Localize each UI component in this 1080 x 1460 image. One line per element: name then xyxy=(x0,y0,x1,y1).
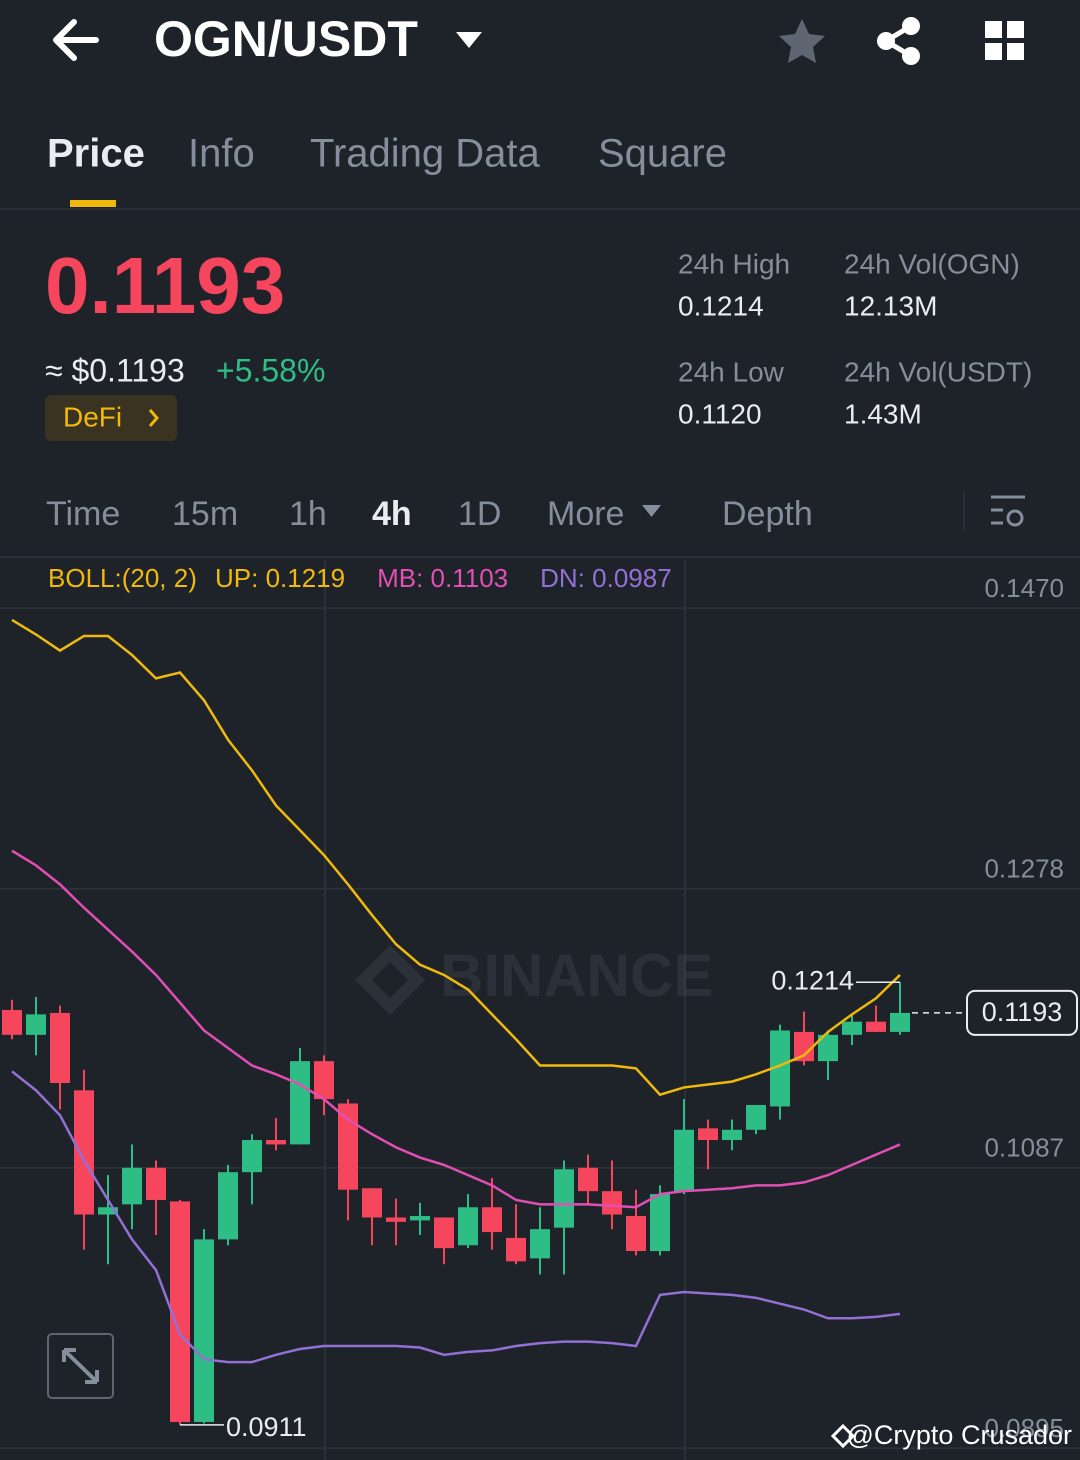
candle-body xyxy=(26,1014,46,1035)
legend-entry: DN: 0.0987 xyxy=(540,563,672,593)
candle-body xyxy=(434,1217,454,1249)
fullscreen-button[interactable] xyxy=(47,1333,114,1399)
usd-price: ≈ $0.1193 xyxy=(45,352,185,388)
chart-settings[interactable] xyxy=(991,495,1025,527)
credit: @Crypto Crusador xyxy=(847,1420,1072,1450)
y-tick-label: 0.1278 xyxy=(984,854,1064,884)
low-label: 0.0911 xyxy=(226,1412,307,1442)
pair-title[interactable]: OGN/USDT xyxy=(154,11,418,67)
candle-body xyxy=(650,1194,670,1252)
candle-body xyxy=(842,1021,862,1035)
candle-body xyxy=(554,1169,574,1228)
favorite-button[interactable] xyxy=(779,19,825,63)
tag-chevron xyxy=(148,409,159,427)
tab[interactable]: Trading Data xyxy=(310,132,541,176)
candle-body xyxy=(362,1188,382,1218)
candle-body xyxy=(410,1216,430,1221)
indicator-label: BOLL:(20, 2) xyxy=(48,563,197,593)
candle-body xyxy=(50,1012,70,1084)
high-label: 0.1214 xyxy=(771,965,854,995)
interval[interactable]: Depth xyxy=(722,495,813,533)
tag-chip[interactable] xyxy=(45,395,177,441)
stat-value: 12.13M xyxy=(844,290,937,321)
legend-entry: MB: 0.1103 xyxy=(377,563,508,593)
candle-body xyxy=(218,1172,238,1240)
layout-button[interactable] xyxy=(985,21,1024,60)
price-change: +5.58% xyxy=(216,352,325,388)
candle-body xyxy=(74,1090,94,1215)
interval[interactable]: Time xyxy=(46,495,120,533)
tab-indicator xyxy=(70,200,116,207)
watermark-text: BINANCE xyxy=(440,942,713,1009)
candle-body xyxy=(746,1104,766,1130)
candle-body xyxy=(530,1229,550,1259)
stat-label: 24h Low xyxy=(678,356,785,387)
candle-body xyxy=(866,1021,886,1032)
tab[interactable]: Price xyxy=(47,132,145,176)
tab[interactable]: Square xyxy=(598,132,727,176)
candle-body xyxy=(194,1239,214,1423)
candle-body xyxy=(770,1030,790,1107)
candle-body xyxy=(794,1031,814,1062)
candle-body xyxy=(482,1207,502,1233)
candle-body xyxy=(2,1010,22,1035)
candle-body xyxy=(242,1140,262,1173)
credit-logo xyxy=(830,1423,856,1449)
back-button[interactable] xyxy=(53,19,99,61)
candle-body xyxy=(458,1207,478,1246)
candle-body xyxy=(674,1129,694,1192)
candle-body xyxy=(506,1237,526,1262)
pair-dropdown[interactable] xyxy=(456,32,482,48)
y-tick-label: 0.1087 xyxy=(984,1133,1064,1163)
candle-body xyxy=(98,1207,118,1215)
stat-label: 24h Vol(USDT) xyxy=(844,356,1032,387)
candle-body xyxy=(122,1167,142,1205)
candle-body xyxy=(818,1034,838,1062)
candle-body xyxy=(698,1128,718,1141)
candle-body xyxy=(578,1167,598,1192)
watermark: BINANCE xyxy=(355,942,713,1015)
stat-label: 24h High xyxy=(678,248,790,279)
y-tick-label: 0.1470 xyxy=(984,573,1064,603)
candle-body xyxy=(314,1061,334,1100)
stat-label: 24h Vol(OGN) xyxy=(844,248,1020,279)
interval[interactable]: 1D xyxy=(458,495,501,533)
last-price: 0.1193 xyxy=(45,241,285,330)
candlestick-chart: 0.1470 0.1278 0.1087 0.0895 UP: 0.1219 MB: 0.… xyxy=(0,563,1080,1450)
last-price-box xyxy=(966,989,1078,1036)
interval[interactable]: More xyxy=(547,495,624,533)
candle-body xyxy=(290,1061,310,1145)
share-button[interactable] xyxy=(877,17,920,65)
more-dropdown[interactable] xyxy=(642,505,661,517)
legend-entry: UP: 0.1219 xyxy=(215,563,345,593)
candle-body xyxy=(338,1103,358,1190)
fullscreen-icon xyxy=(62,1348,99,1384)
interval[interactable]: 4h xyxy=(372,495,412,533)
candle-body xyxy=(170,1201,190,1423)
candle-body xyxy=(602,1191,622,1215)
stat-value: 0.1214 xyxy=(678,290,764,321)
tab[interactable]: Info xyxy=(188,132,255,176)
band-line xyxy=(11,849,901,1209)
candle-body xyxy=(722,1129,742,1141)
candle-body xyxy=(266,1140,286,1145)
band-line xyxy=(11,1070,901,1364)
candle-body xyxy=(626,1216,646,1252)
stat-value: 0.1120 xyxy=(678,398,762,429)
candle-body xyxy=(386,1217,406,1222)
candle-body xyxy=(890,1012,910,1032)
stat-value: 1.43M xyxy=(844,398,922,429)
interval[interactable]: 15m xyxy=(172,495,238,533)
last-price-label: 0.1193 xyxy=(982,997,1063,1027)
tag-label[interactable]: DeFi xyxy=(63,401,122,432)
candle-body xyxy=(146,1167,166,1200)
interval[interactable]: 1h xyxy=(289,495,327,533)
band-line xyxy=(11,618,901,1097)
y-tick-label: 0.0895 xyxy=(984,1413,1064,1443)
